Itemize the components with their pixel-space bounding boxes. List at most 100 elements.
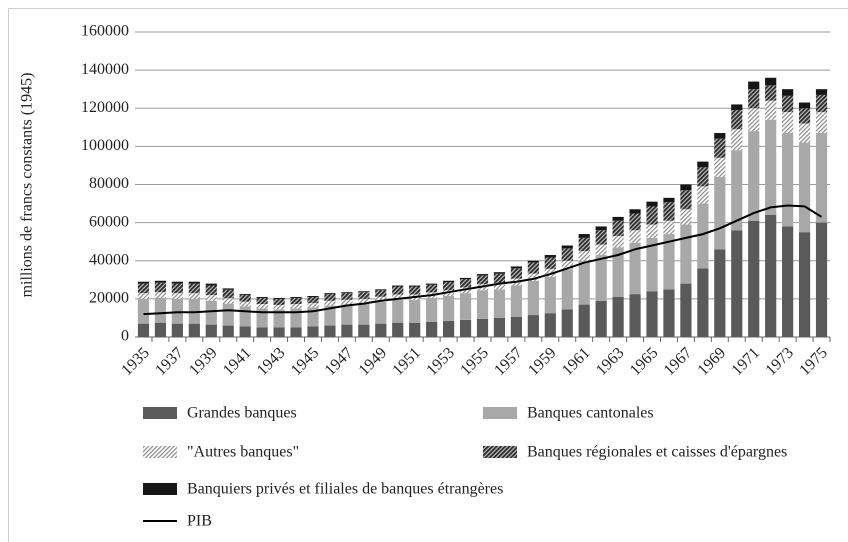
bar-segment (798, 232, 811, 337)
x-tick-label: 1949 (356, 344, 391, 379)
legend-swatch (143, 483, 177, 495)
bar-segment (510, 266, 522, 269)
bar-segment (239, 306, 251, 327)
bar-segment (595, 300, 607, 337)
bar-segment (815, 112, 828, 134)
bar-segment (273, 309, 285, 328)
line-series (143, 204, 823, 316)
bar-segment (426, 284, 438, 293)
bar-segment (137, 283, 150, 294)
x-tick-label: 1943 (254, 344, 289, 379)
bar-segment (392, 294, 404, 300)
bar-segment (137, 323, 150, 337)
bar-segment (324, 300, 336, 306)
bar-segment (358, 292, 370, 299)
bar-segment (612, 216, 624, 221)
bar-segment (239, 326, 251, 337)
bar-segment (426, 283, 438, 285)
y-tick-label: 20000 (89, 290, 129, 307)
x-tick-label: 1937 (152, 344, 187, 379)
bar-segment (256, 297, 268, 305)
bar-segment (443, 282, 455, 291)
bar-segment (171, 281, 183, 284)
bar-segment (782, 95, 794, 113)
x-tick-label: 1939 (186, 344, 221, 379)
bar-segment (663, 197, 675, 203)
bar-segment (341, 292, 353, 294)
bar-segment (578, 237, 590, 252)
bar-segment (459, 293, 472, 320)
bar-segment (629, 230, 641, 243)
bar-segment (731, 104, 743, 111)
bar-segment (426, 297, 438, 322)
bar-segment (171, 293, 183, 299)
x-tick-label: 1947 (322, 344, 357, 379)
bar-segment (544, 255, 556, 258)
bar-segment (798, 123, 811, 143)
bar-segment (595, 255, 607, 301)
x-tick-label: 1957 (491, 344, 526, 379)
bar-segment (510, 268, 522, 279)
x-tick-label: 1967 (661, 344, 696, 379)
bar-segment (273, 297, 285, 299)
bar-segment (798, 108, 811, 124)
x-tick-label: 1951 (389, 344, 424, 379)
legend-label: Grandes banques (187, 405, 297, 422)
bar-segment (646, 201, 658, 207)
bar-segment (222, 289, 234, 299)
bar-segment (375, 301, 387, 324)
y-axis-label: millions de francs constants (1945) (19, 73, 36, 298)
bar-segment (714, 138, 726, 158)
bar-segment (561, 309, 573, 337)
bar-segment (544, 313, 556, 337)
bar-segment (476, 290, 489, 319)
bar-segment (239, 301, 251, 307)
bar-segment (222, 288, 234, 290)
legend-label: "Autres banques" (187, 444, 299, 461)
bar-segment (443, 296, 455, 321)
bar-segment (324, 293, 336, 295)
bar-segment (680, 184, 692, 191)
bar-segment (476, 275, 489, 285)
bar-segment (612, 247, 624, 297)
bar-segment (595, 244, 607, 256)
bar-segment (443, 320, 455, 337)
legend-label: PIB (187, 513, 212, 530)
chart-frame (8, 8, 848, 542)
bar-segment (798, 142, 811, 233)
x-tick-label: 1945 (288, 344, 323, 379)
bar-segment (426, 321, 438, 337)
bar-segment (629, 242, 641, 295)
bar-segment (595, 230, 607, 245)
y-tick-label: 140000 (81, 61, 129, 78)
bar-segment (358, 291, 370, 293)
bar-segment (798, 102, 811, 109)
legend-label: Banques régionales et caisses d'épargnes (527, 444, 787, 461)
bar-segment (290, 304, 302, 309)
bar-segment (697, 186, 709, 204)
bar-segment (290, 327, 302, 337)
bar-segment (714, 157, 726, 177)
bar-segment (629, 294, 641, 337)
bar-segment (544, 276, 556, 314)
legend-swatch (483, 446, 517, 458)
bar-segment (646, 206, 658, 225)
bar-segment (392, 285, 404, 287)
bar-segment (273, 304, 285, 310)
bar-segment (171, 283, 183, 294)
bar-segment (510, 285, 522, 317)
bar-segment (782, 112, 794, 134)
bar-segment (256, 308, 268, 328)
bar-segment (154, 322, 167, 337)
bar-segment (748, 89, 760, 109)
legend-swatch (483, 407, 517, 419)
bar-segment (646, 291, 658, 337)
y-tick-label: 120000 (81, 99, 129, 116)
bar-segment (493, 282, 506, 290)
bar-segment (714, 176, 726, 250)
bar-segment (222, 325, 234, 337)
bar-segment (205, 295, 217, 301)
bar-segment (137, 298, 150, 324)
bar-segment (612, 220, 624, 236)
bar-segment (358, 298, 370, 304)
